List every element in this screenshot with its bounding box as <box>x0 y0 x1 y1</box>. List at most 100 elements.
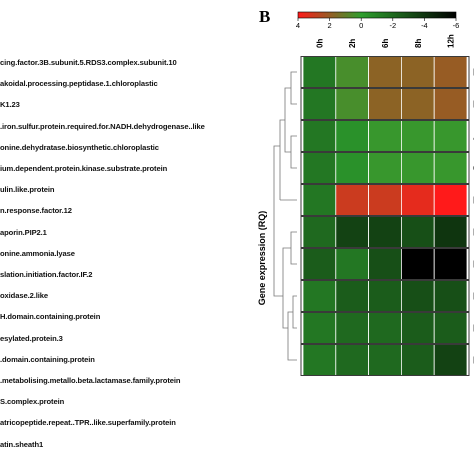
heatmap-cell <box>302 279 337 313</box>
row-outline <box>300 88 470 120</box>
heatmap-cell <box>335 215 369 249</box>
gene-label: oxidase.2.like <box>0 291 48 301</box>
heatmap-cell <box>302 183 337 217</box>
gene-label: atin.sheath1 <box>0 439 44 449</box>
heatmap-cell <box>302 247 337 281</box>
heatmap-cell <box>400 311 435 345</box>
row-outline <box>300 280 470 312</box>
heatmap-cell <box>400 55 435 89</box>
dendrogram-branch <box>292 295 297 329</box>
row-outline <box>300 120 470 152</box>
heatmap-cell <box>433 247 468 281</box>
gene-label: atricopeptide.repeat..TPR..like.superfam… <box>0 418 176 428</box>
gene-label: onine.dehydratase.biosynthetic.chloropla… <box>0 142 159 152</box>
row-outline <box>300 184 470 216</box>
heatmap-cell <box>335 55 369 89</box>
heatmap-cell <box>302 119 337 153</box>
heatmap-cell <box>368 55 402 89</box>
heatmap-cell <box>368 311 402 345</box>
color-key-label: 0 <box>359 21 363 30</box>
gene-label: K1.23 <box>0 100 20 110</box>
column-label: 0h <box>315 39 324 48</box>
heatmap-cell <box>400 247 435 281</box>
heatmap-cell <box>302 311 337 345</box>
heatmap-cell <box>433 151 468 185</box>
heatmap-cell <box>302 55 337 89</box>
heatmap-cell <box>368 183 402 217</box>
dendrogram-branch <box>282 247 291 329</box>
gene-label: ulin.like.protein <box>0 185 55 195</box>
heatmap-cell <box>302 151 337 185</box>
heatmap-cell <box>335 247 369 281</box>
heatmap-cell <box>433 311 468 345</box>
gene-label: cing.factor.3B.subunit.5.RDS3.complex.su… <box>0 58 177 67</box>
heatmap-cell <box>335 279 369 313</box>
heatmap-cell <box>368 119 402 153</box>
gene-label-list: cing.factor.3B.subunit.5.RDS3.complex.su… <box>0 58 205 449</box>
heatmap-cell <box>433 279 468 313</box>
heatmap-cell <box>302 215 337 249</box>
heatmap-cell <box>335 119 369 153</box>
row-outline <box>300 344 470 376</box>
heatmap-cell <box>302 343 337 377</box>
gene-label: H.domain.containing.protein <box>0 312 101 322</box>
heatmap-cell <box>400 151 435 185</box>
heatmap-cell <box>400 343 435 377</box>
color-key-bar <box>297 11 457 19</box>
column-label: 2h <box>348 39 357 48</box>
panel-label: B <box>259 7 271 26</box>
row-outline <box>300 216 470 248</box>
heatmap-cell <box>433 55 468 89</box>
heatmap-cell <box>335 151 369 185</box>
column-label: 8h <box>414 39 423 48</box>
gene-label: .iron.sulfur.protein.required.for.NADH.d… <box>0 121 205 131</box>
gene-label: akoidal.processing.peptidase.1.chloropla… <box>0 79 158 89</box>
dendrogram-branch <box>273 145 283 297</box>
gene-label: onine.ammonia.lyase <box>0 248 75 258</box>
heatmap-cell <box>368 87 402 121</box>
heatmap-cell <box>368 215 402 249</box>
heatmap-cell <box>368 279 402 313</box>
heatmap-cell <box>433 119 468 153</box>
heatmap-cell <box>368 247 402 281</box>
heatmap-cell <box>400 215 435 249</box>
color-key-label: 4 <box>296 21 300 30</box>
gene-label: .metabolising.metallo.beta.lactamase.fam… <box>0 376 181 385</box>
gene-label: aporin.PIP2.1 <box>0 227 47 237</box>
heatmap-cell <box>400 87 435 121</box>
dendrogram-branch <box>287 311 297 361</box>
color-key-label: -2 <box>389 21 396 30</box>
heatmap-cell <box>368 151 402 185</box>
gene-label: ium.dependent.protein.kinase.substrate.p… <box>0 164 168 173</box>
gene-label: slation.initiation.factor.IF.2 <box>0 270 93 279</box>
dendrogram-branch <box>279 119 285 200</box>
heatmap-cell <box>368 343 402 377</box>
dendrogram-branch <box>290 135 297 169</box>
heatmap-cell <box>433 183 468 217</box>
heatmap-cell <box>335 343 369 377</box>
y-axis-label: Gene expression (RQ) <box>257 211 267 306</box>
dendrogram-branch <box>284 87 291 153</box>
heatmap-cell <box>433 215 468 249</box>
gene-label: .domain.containing.protein <box>0 354 95 364</box>
row-outline <box>300 152 470 184</box>
row-outline <box>300 248 470 280</box>
row-outline <box>300 56 470 88</box>
color-key-label: 2 <box>328 21 332 30</box>
heatmap-cell <box>335 183 369 217</box>
heatmap-cell <box>302 87 337 121</box>
dendrogram-branch <box>290 71 297 105</box>
gene-label: n.response.factor.12 <box>0 206 72 216</box>
heatmap-cell <box>335 311 369 345</box>
gene-label: S.complex.protein <box>0 397 65 407</box>
heatmap-cell <box>433 87 468 121</box>
heatmap-cell <box>433 343 468 377</box>
color-key-label: -6 <box>453 21 460 30</box>
heatmap-cell <box>400 119 435 153</box>
color-key-label: -4 <box>421 21 428 30</box>
column-label: 6h <box>381 39 390 48</box>
gene-label: esylated.protein.3 <box>0 333 63 343</box>
row-outline <box>300 312 470 344</box>
heatmap-cell <box>400 183 435 217</box>
